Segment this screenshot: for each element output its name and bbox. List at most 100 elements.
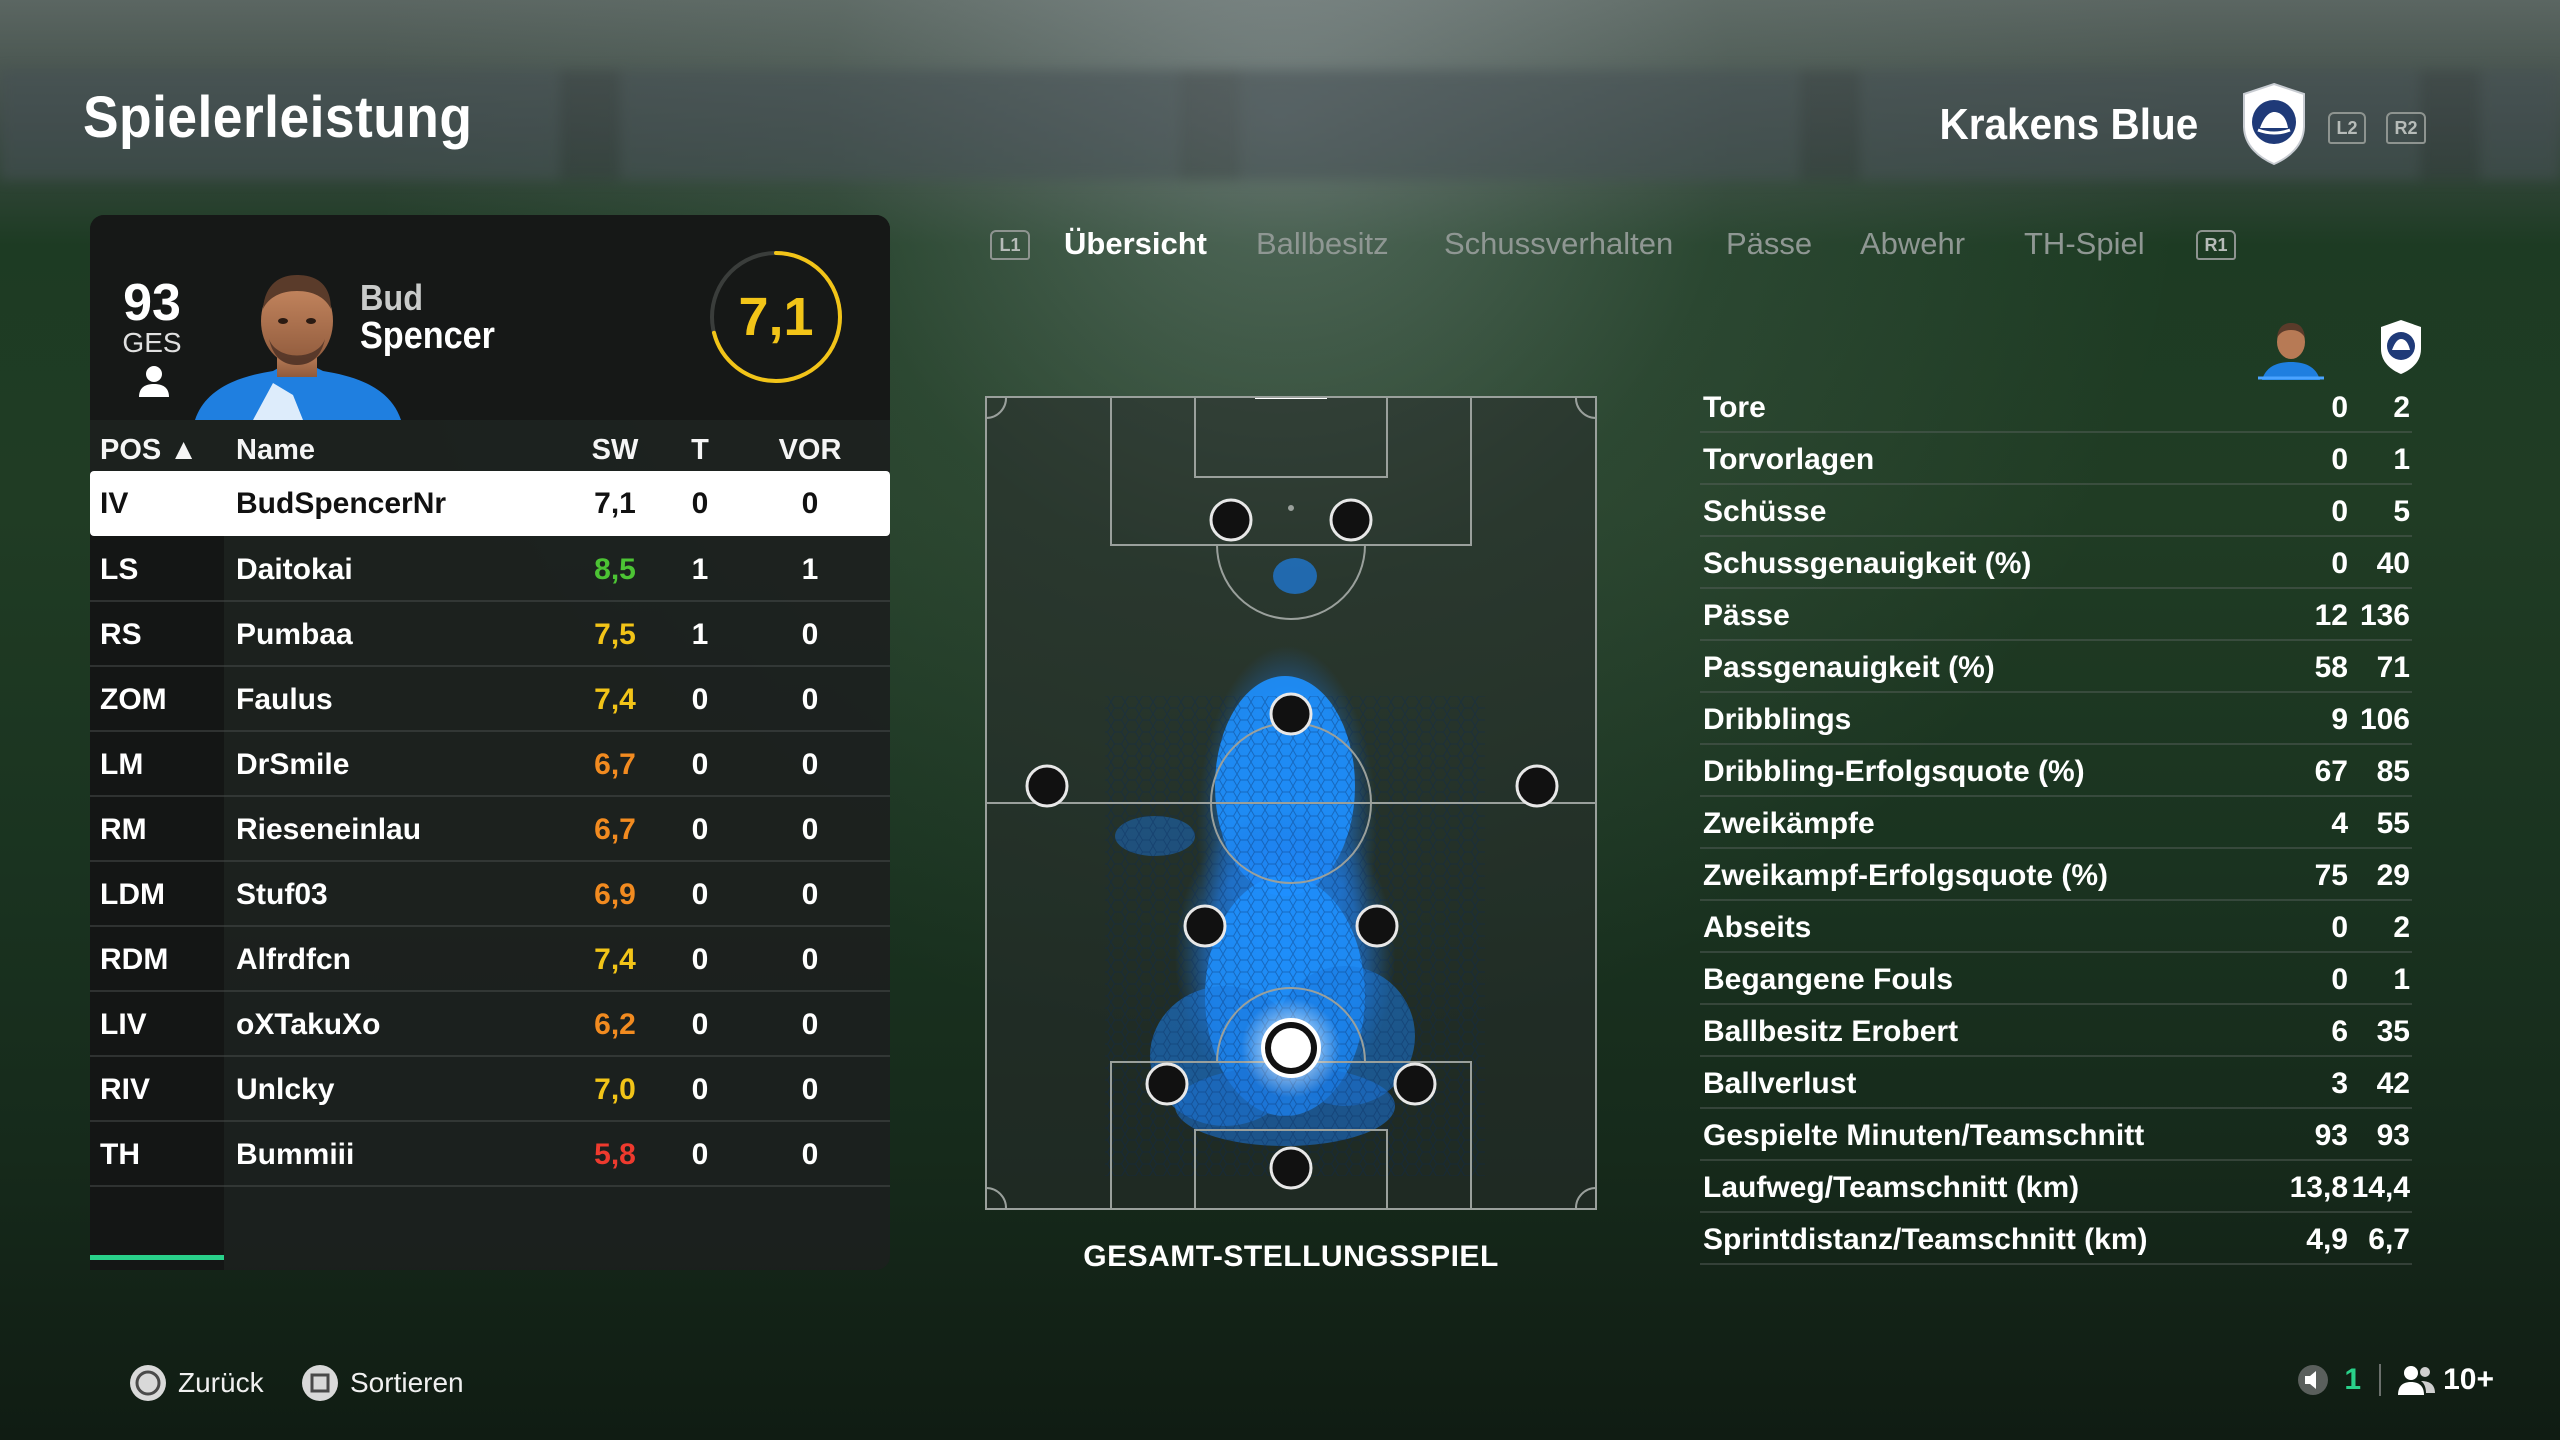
table-row[interactable]: RDM Alfrdfcn 7,4 0 0 — [90, 927, 890, 992]
tab-paesse[interactable]: Pässe — [1726, 226, 1813, 261]
stat-row: Tore 0 2 — [1700, 381, 2412, 433]
l1-button[interactable]: L1 — [990, 230, 1030, 260]
row-sw: 8,5 — [594, 553, 636, 586]
back-button[interactable]: Zurück — [128, 1363, 264, 1403]
stat-team-value: 35 — [2376, 1015, 2410, 1048]
player-overall: 93 — [123, 274, 181, 332]
row-sw: 6,7 — [594, 813, 636, 846]
stat-player-value: 93 — [2314, 1119, 2348, 1152]
table-row[interactable]: LDM Stuf03 6,9 0 0 — [90, 862, 890, 927]
stat-row: Zweikämpfe 4 55 — [1700, 797, 2412, 849]
stat-label: Dribbling-Erfolgsquote (%) — [1703, 755, 2085, 788]
row-pos: RS — [100, 618, 142, 651]
column-header-name[interactable]: Name — [236, 434, 315, 466]
row-vor: 0 — [801, 878, 819, 911]
table-row[interactable]: LM DrSmile 6,7 0 0 — [90, 732, 890, 797]
l2-button[interactable]: L2 — [2328, 112, 2366, 144]
row-name: Bummiii — [236, 1138, 355, 1171]
stat-row: Passgenauigkeit (%) 58 71 — [1700, 641, 2412, 693]
stat-row: Dribbling-Erfolgsquote (%) 67 85 — [1700, 745, 2412, 797]
stat-team-value: 93 — [2376, 1119, 2410, 1152]
column-header-vor[interactable]: VOR — [778, 434, 842, 466]
stat-label: Zweikämpfe — [1703, 807, 1875, 840]
row-pos: ZOM — [100, 683, 167, 716]
row-name: BudSpencerNr — [236, 487, 447, 520]
table-row[interactable]: LS Daitokai 8,5 1 1 — [90, 537, 890, 602]
stat-team-value: 136 — [2359, 599, 2410, 632]
stat-player-value: 0 — [2331, 495, 2348, 528]
positioning-pitch — [985, 396, 1597, 1210]
row-t: 0 — [691, 748, 709, 781]
row-name: Stuf03 — [236, 878, 328, 911]
stat-player-value: 4 — [2331, 807, 2348, 840]
tab-abwehr[interactable]: Abwehr — [1860, 226, 1966, 261]
circle-button-icon — [130, 1365, 166, 1401]
stat-row: Torvorlagen 0 1 — [1700, 433, 2412, 485]
table-row[interactable]: LIV oXTakuXo 6,2 0 0 — [90, 992, 890, 1057]
table-row[interactable]: RIV Unlcky 7,0 0 0 — [90, 1057, 890, 1122]
row-t: 0 — [691, 1073, 709, 1106]
row-sw: 5,8 — [594, 1138, 636, 1171]
stat-label: Laufweg/Teamschnitt (km) — [1703, 1171, 2080, 1204]
row-sw: 6,9 — [594, 878, 636, 911]
stat-label: Ballverlust — [1703, 1067, 1857, 1100]
stat-row: Gespielte Minuten/Teamschnitt 93 93 — [1700, 1109, 2412, 1161]
tab-th-spiel[interactable]: TH-Spiel — [2024, 226, 2145, 261]
tab-ballbesitz[interactable]: Ballbesitz — [1256, 226, 1389, 261]
table-row[interactable]: TH Bummiii 5,8 0 0 — [90, 1122, 890, 1187]
stat-team-value: 5 — [2393, 495, 2410, 528]
player-overall-label: GES — [122, 327, 182, 358]
r1-button[interactable]: R1 — [2196, 230, 2236, 260]
row-pos: IV — [100, 487, 129, 520]
player-header-card: 93 GES Bud Spencer — [90, 215, 890, 420]
table-row[interactable]: IV BudSpencerNr 7,1 0 0 — [90, 471, 890, 536]
column-header-sw[interactable]: SW — [591, 434, 639, 466]
row-name: Daitokai — [236, 553, 353, 586]
tab-schussverhalten[interactable]: Schussverhalten — [1444, 226, 1674, 261]
column-header-t[interactable]: T — [691, 434, 709, 466]
status-indicators: 1 10+ — [2296, 1363, 2494, 1397]
stat-team-value: 55 — [2376, 807, 2410, 840]
player-rating: 7,1 — [738, 287, 814, 347]
column-header-pos[interactable]: POS ▲ — [100, 434, 199, 466]
stat-label: Torvorlagen — [1703, 443, 1875, 476]
row-sw: 7,5 — [594, 618, 636, 651]
table-row[interactable]: RS Pumbaa 7,5 1 0 — [90, 602, 890, 667]
row-t: 0 — [691, 1138, 709, 1171]
party-count: 10+ — [2443, 1363, 2494, 1396]
row-pos: LIV — [100, 1008, 147, 1041]
stat-label: Pässe — [1703, 599, 1790, 632]
square-button-icon — [302, 1365, 338, 1401]
row-vor: 0 — [801, 618, 819, 651]
back-label: Zurück — [178, 1367, 264, 1398]
stat-team-value: 40 — [2376, 547, 2410, 580]
r2-button[interactable]: R2 — [2386, 112, 2426, 144]
row-t: 0 — [691, 487, 709, 520]
status-divider — [2379, 1364, 2382, 1396]
stat-row: Pässe 12 136 — [1700, 589, 2412, 641]
tab-uebersicht[interactable]: Übersicht — [1064, 226, 1207, 261]
stat-team-value: 29 — [2376, 859, 2410, 892]
row-sw: 7,1 — [594, 487, 636, 520]
row-t: 0 — [691, 943, 709, 976]
row-sw: 6,2 — [594, 1008, 636, 1041]
stat-row: Laufweg/Teamschnitt (km) 13,8 14,4 — [1700, 1161, 2412, 1213]
stat-label: Abseits — [1703, 911, 1812, 944]
row-name: Alfrdfcn — [236, 943, 351, 976]
stat-row: Ballbesitz Erobert 6 35 — [1700, 1005, 2412, 1057]
table-row[interactable]: RM Rieseneinlau 6,7 0 0 — [90, 797, 890, 862]
stat-label: Tore — [1703, 391, 1766, 424]
stat-label: Passgenauigkeit (%) — [1703, 651, 1995, 684]
sort-button[interactable]: Sortieren — [300, 1363, 464, 1403]
stat-team-value: 71 — [2376, 651, 2410, 684]
table-header: POS ▲ Name SW T VOR — [90, 420, 890, 482]
row-pos: LM — [100, 748, 144, 781]
stat-row: Abseits 0 2 — [1700, 901, 2412, 953]
table-row[interactable]: ZOM Faulus 7,4 0 0 — [90, 667, 890, 732]
player-first-name: Bud — [360, 277, 423, 318]
pos-column-background — [90, 482, 224, 1270]
row-name: Rieseneinlau — [236, 813, 422, 846]
stat-row: Sprintdistanz/Teamschnitt (km) 4,9 6,7 — [1700, 1213, 2412, 1265]
mic-muted-icon — [2298, 1365, 2329, 1395]
row-pos: TH — [100, 1138, 140, 1171]
